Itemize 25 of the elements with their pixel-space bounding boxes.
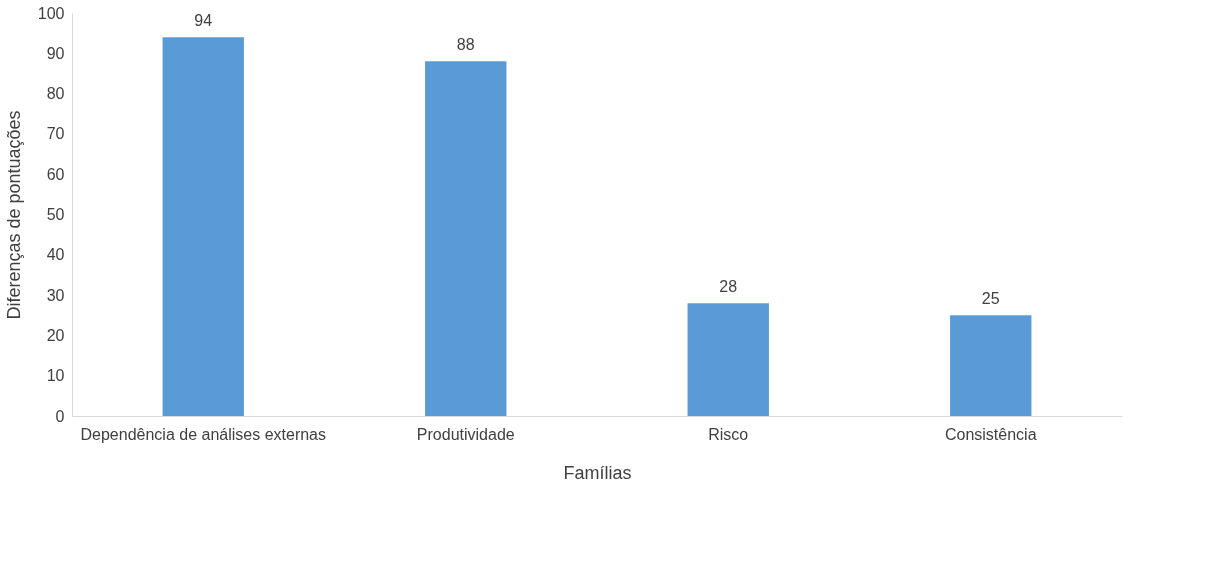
data-label: 94 — [194, 12, 213, 30]
data-label: 25 — [981, 290, 1000, 308]
y-tick-label: 20 — [46, 326, 65, 344]
y-tick-label: 0 — [55, 407, 65, 425]
y-tick-label: 10 — [46, 367, 65, 385]
y-tick-label: 100 — [37, 4, 65, 22]
x-tick-label: Produtividade — [416, 425, 515, 443]
x-axis-title: Famílias — [563, 462, 632, 483]
data-label: 88 — [456, 36, 475, 54]
y-axis-title: Diferenças de pontuações — [3, 110, 24, 320]
y-tick-label: 50 — [46, 206, 65, 223]
bar — [950, 315, 1032, 416]
y-tick-label: 30 — [46, 286, 65, 304]
y-tick-label: 40 — [46, 246, 65, 264]
bar — [425, 61, 507, 416]
y-tick-label: 80 — [46, 85, 65, 103]
y-tick-label: 60 — [46, 165, 65, 183]
y-tick-label: 70 — [46, 125, 65, 143]
y-tick-label: 90 — [46, 44, 65, 62]
bar — [162, 37, 244, 416]
x-tick-label: Consistência — [944, 425, 1037, 443]
data-label: 28 — [719, 278, 738, 296]
x-tick-label: Risco — [708, 425, 749, 443]
bar — [687, 303, 769, 416]
x-tick-label: Dependência de análises externas — [80, 425, 326, 443]
